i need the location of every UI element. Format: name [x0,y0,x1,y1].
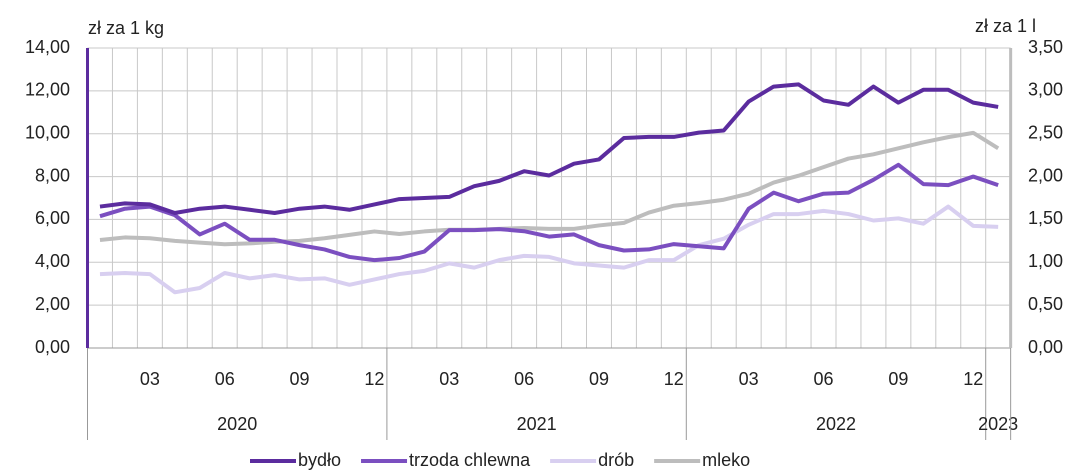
x-tick-label: 03 [739,369,759,389]
x-tick-label: 09 [290,369,310,389]
series-line [99,204,999,295]
y2-axis-label: zł za 1 l [975,16,1036,36]
y-axis-label: zł za 1 kg [88,18,164,38]
legend-label: drób [598,450,634,470]
y2-tick-label: 1,50 [1028,208,1063,228]
series-line [99,130,1000,247]
y-tick-label: 8,00 [35,165,70,185]
legend-label: trzoda chlewna [409,450,531,470]
series-line [99,82,999,215]
series-line [99,162,999,263]
x-tick-label: 03 [439,369,459,389]
x-tick-label: 12 [963,369,983,389]
y2-tick-label: 3,00 [1028,80,1063,100]
legend-label: bydło [298,450,341,470]
x-tick-label: 06 [215,369,235,389]
y2-tick-label: 2,00 [1028,165,1063,185]
x-group-label: 2023 [978,414,1018,434]
x-tick-label: 06 [514,369,534,389]
y-tick-label: 12,00 [25,80,70,100]
y-tick-label: 2,00 [35,294,70,314]
y2-tick-label: 0,50 [1028,294,1063,314]
x-tick-label: 06 [814,369,834,389]
x-tick-label: 09 [589,369,609,389]
y2-tick-label: 2,50 [1028,122,1063,142]
x-group-label: 2021 [517,414,557,434]
y2-tick-label: 3,50 [1028,37,1063,57]
y2-tick-label: 1,00 [1028,251,1063,271]
x-tick-label: 12 [364,369,384,389]
y-tick-label: 6,00 [35,208,70,228]
x-tick-label: 12 [664,369,684,389]
y-tick-label: 4,00 [35,251,70,271]
y-tick-label: 0,00 [35,337,70,357]
x-tick-label: 09 [888,369,908,389]
y-tick-label: 10,00 [25,122,70,142]
legend-label: mleko [702,450,750,470]
x-group-label: 2020 [217,414,257,434]
y2-tick-label: 0,00 [1028,337,1063,357]
y-tick-label: 14,00 [25,37,70,57]
x-tick-label: 03 [140,369,160,389]
x-group-label: 2022 [816,414,856,434]
